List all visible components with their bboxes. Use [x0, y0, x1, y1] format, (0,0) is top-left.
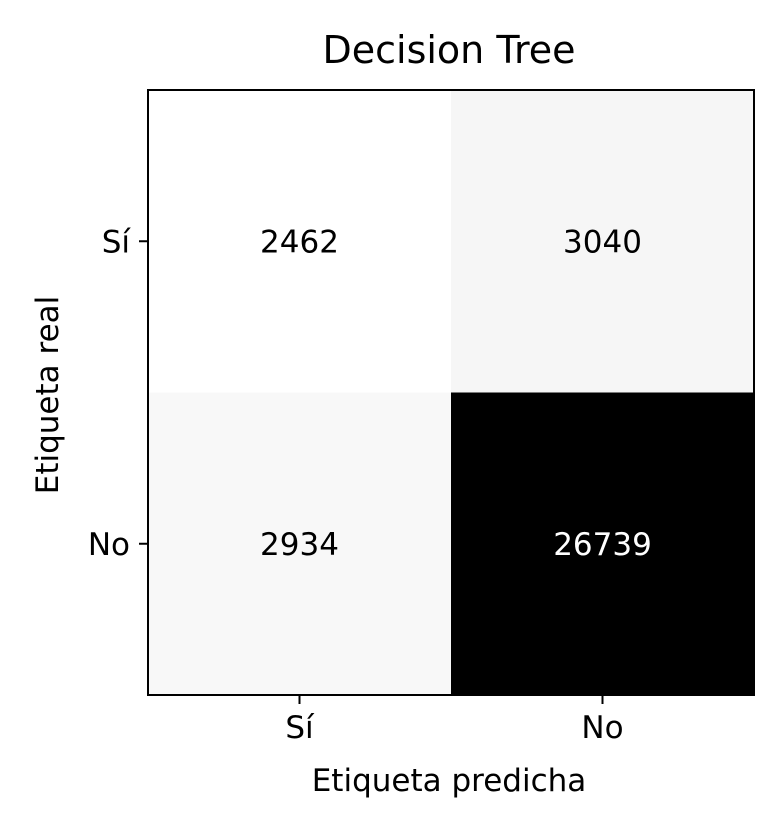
y-tick-label: No: [88, 527, 130, 563]
y-tick-label: Sí: [102, 224, 132, 260]
cell-value-label: 2462: [260, 224, 339, 260]
heatmap-cell: [148, 392, 451, 695]
x-axis-label: Etiqueta predicha: [312, 763, 587, 799]
chart-title: Decision Tree: [322, 28, 575, 72]
cell-value-label: 3040: [563, 224, 642, 260]
cell-value-label: 2934: [260, 527, 339, 563]
heatmap-cells: [148, 90, 754, 695]
heatmap-cell: [451, 392, 754, 695]
heatmap-cell: [451, 90, 754, 393]
y-axis-ticks: Sí No: [88, 224, 148, 563]
cell-value-label: 26739: [553, 527, 652, 563]
heatmap-cell-labels: 2462 3040 2934 26739: [260, 224, 652, 563]
x-tick-label: No: [581, 710, 623, 746]
y-axis-label: Etiqueta real: [30, 296, 66, 495]
x-tick-label: Sí: [285, 710, 315, 746]
x-axis-ticks: Sí No: [285, 695, 624, 746]
heatmap-cell: [148, 90, 451, 393]
plot-frame: [147, 89, 755, 696]
